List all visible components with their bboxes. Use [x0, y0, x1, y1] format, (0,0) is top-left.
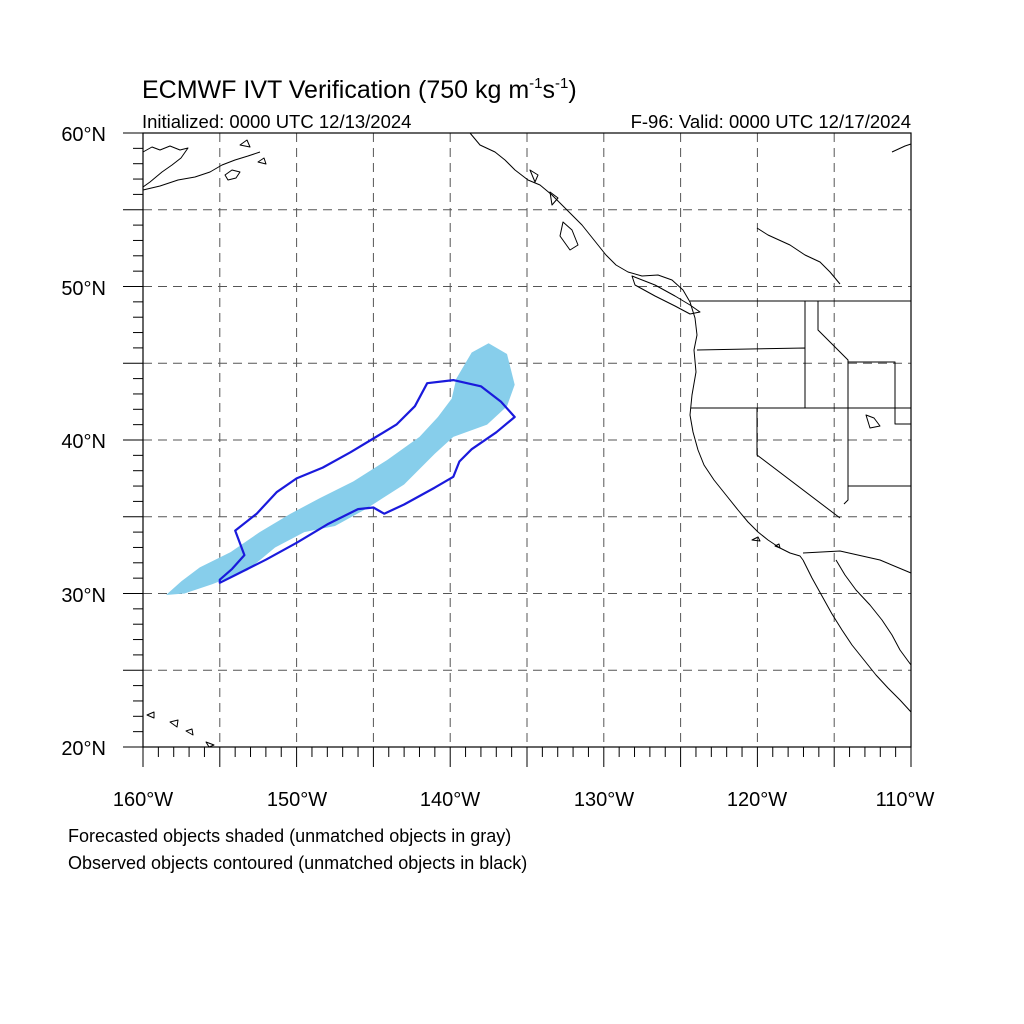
initialized-label: Initialized: 0000 UTC 12/13/2024: [142, 111, 411, 132]
canada-lakes: [756, 227, 841, 285]
lon-label-150w: 150°W: [267, 789, 327, 811]
latitude-labels: 60°N 50°N 40°N 30°N 20°N: [61, 124, 106, 760]
lat-label-40: 40°N: [61, 431, 106, 453]
kodiak-island: [224, 169, 241, 181]
alaska-panhandle-islands: [529, 169, 579, 251]
alaska-coastline: [142, 145, 189, 188]
lat-label-30: 30°N: [61, 585, 106, 607]
state-border-id: [804, 301, 849, 408]
lat-label-20: 20°N: [61, 738, 106, 760]
observed-object: [218, 379, 516, 584]
state-border-ca-nv: [756, 408, 841, 519]
lon-label-130w: 130°W: [574, 789, 634, 811]
lon-label-160w: 160°W: [113, 789, 173, 811]
valid-label: F-96: Valid: 0000 UTC 12/17/2024: [631, 111, 911, 132]
map-area: [123, 132, 912, 767]
lon-label-120w: 120°W: [727, 789, 787, 811]
forecast-object: [166, 343, 515, 595]
state-border-nv-ut-az: [843, 408, 911, 505]
observed-note: Observed objects contoured (unmatched ob…: [68, 853, 527, 873]
forecast-note: Forecasted objects shaded (unmatched obj…: [68, 826, 511, 846]
lon-label-110w: 110°W: [876, 789, 935, 811]
gulf-of-alaska-coastline: [469, 132, 691, 303]
gridlines: [143, 133, 911, 747]
great-salt-lake: [865, 414, 881, 429]
figure-title: ECMWF IVT Verification (750 kg m-1s-1): [142, 75, 577, 104]
baja-california: [802, 559, 912, 713]
hudson-bay-coast: [891, 143, 912, 153]
us-mexico-border: [802, 550, 912, 574]
alaska-islands: [239, 139, 267, 165]
coastlines: [142, 132, 912, 748]
channel-islands: [751, 536, 781, 549]
alaska-coastline-south: [142, 151, 261, 191]
hawaii-islands: [146, 711, 215, 748]
mexico-coastline: [835, 559, 912, 666]
state-border-mt-wy: [848, 361, 911, 425]
vancouver-island: [631, 275, 701, 315]
lat-label-60: 60°N: [61, 124, 106, 146]
tick-marks: [123, 132, 912, 767]
longitude-labels: 160°W 150°W 140°W 130°W 120°W 110°W: [113, 789, 935, 811]
lon-label-140w: 140°W: [420, 789, 480, 811]
lat-label-50: 50°N: [61, 278, 106, 300]
